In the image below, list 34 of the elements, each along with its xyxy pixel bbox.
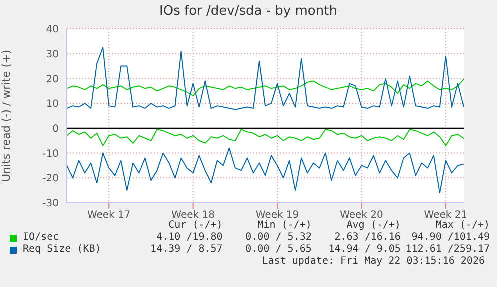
text: 0.00 / 5.32	[244, 232, 312, 244]
y-tick-label: 40	[46, 24, 59, 36]
x-tick-label: Week 21	[424, 210, 468, 222]
chart-title: IOs for /dev/sda - by month	[158, 4, 338, 19]
text: Cur (-/+)	[168, 220, 223, 232]
y-tick-label: 10	[46, 99, 59, 110]
text: 112.61 /259.17	[404, 244, 490, 256]
x-tick-label: Week 19	[256, 210, 300, 222]
text: 14.39 / 8.57	[150, 244, 223, 256]
text: Max (-/+)	[434, 220, 490, 232]
y-tick-label: 30	[46, 49, 59, 60]
y-tick-label: -20	[42, 174, 59, 185]
line-series	[67, 148, 464, 194]
x-tick-label: Week 18	[172, 210, 215, 222]
x-tick-label: Week 20	[340, 210, 384, 222]
text: 0.00 / 5.65	[244, 244, 312, 256]
y-tick-label: 20	[46, 74, 59, 86]
text: Last update: Fri May 22 03:15:16 2026	[261, 256, 486, 268]
text: Min (-/+)	[256, 220, 312, 232]
text: Avg (-/+)	[346, 220, 401, 232]
y-tick-label: -10	[42, 148, 59, 160]
y-axis-title: Units read (-) / write (+)	[0, 50, 13, 182]
line-series	[67, 129, 464, 146]
line-series	[67, 78, 464, 97]
text: 94.90 /101.49	[410, 232, 490, 244]
text: 14.94 / 9.05	[328, 244, 401, 256]
y-tick-label: 0	[52, 124, 59, 135]
line-series	[67, 47, 464, 110]
text: 4.10 /19.80	[156, 232, 223, 244]
legend-label: IO/sec	[22, 232, 60, 244]
y-tick-label: -30	[42, 198, 59, 210]
legend-label: Req Size (KB)	[22, 244, 102, 256]
x-tick-label: Week 17	[87, 210, 131, 222]
text: 2.63 /16.16	[334, 232, 401, 244]
